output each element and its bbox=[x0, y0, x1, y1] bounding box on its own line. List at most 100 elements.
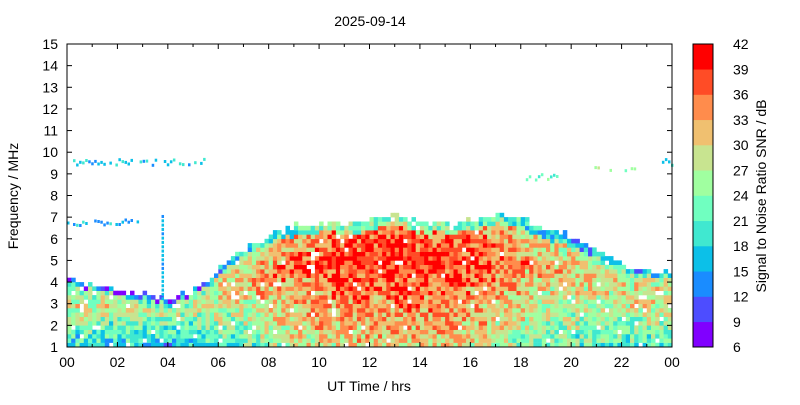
heatmap-cell bbox=[575, 260, 580, 265]
heatmap-cell bbox=[251, 243, 257, 248]
heatmap-cell bbox=[197, 334, 202, 339]
heatmap-cell bbox=[411, 256, 416, 261]
heatmap-cell bbox=[327, 260, 332, 265]
heatmap-cell bbox=[306, 282, 311, 287]
heatmap-cell bbox=[541, 230, 547, 235]
heatmap-cell bbox=[188, 308, 194, 313]
heatmap-cell bbox=[424, 286, 429, 291]
heatmap-cell bbox=[583, 243, 589, 248]
heatmap-cell bbox=[390, 286, 395, 291]
heatmap-cell bbox=[617, 299, 622, 304]
heatmap-cell bbox=[344, 312, 349, 317]
heatmap-cell bbox=[394, 251, 400, 257]
heatmap-cell bbox=[537, 334, 543, 339]
heatmap-cell bbox=[659, 299, 664, 304]
heatmap-cell bbox=[491, 269, 496, 274]
heatmap-cell bbox=[588, 342, 593, 348]
heatmap-cell bbox=[163, 303, 169, 309]
heatmap-cell bbox=[247, 303, 253, 309]
heatmap-cell bbox=[491, 217, 496, 222]
heatmap-cell bbox=[575, 251, 580, 257]
heatmap-cell bbox=[377, 290, 383, 296]
colorbar-bin bbox=[693, 321, 713, 348]
heatmap-cell bbox=[428, 282, 433, 287]
heatmap-cell bbox=[571, 325, 576, 330]
heatmap-cell bbox=[655, 273, 660, 278]
heatmap-cell bbox=[588, 295, 593, 300]
heatmap-cell bbox=[230, 260, 236, 265]
heatmap-cell bbox=[197, 325, 202, 330]
heatmap-cell bbox=[260, 303, 265, 309]
heatmap-cell bbox=[558, 334, 564, 339]
heatmap-cell bbox=[260, 325, 265, 330]
heatmap-cell bbox=[525, 325, 530, 330]
heatmap-cell bbox=[491, 273, 496, 278]
heatmap-cell bbox=[478, 316, 484, 322]
heatmap-cell bbox=[512, 308, 517, 313]
heatmap-cell bbox=[293, 238, 299, 244]
heatmap-cell bbox=[264, 243, 269, 248]
heatmap-cell bbox=[172, 334, 177, 339]
heatmap-cell bbox=[567, 312, 572, 317]
heatmap-cell bbox=[424, 234, 429, 240]
heatmap-cell bbox=[667, 273, 673, 278]
heatmap-cell bbox=[310, 338, 316, 343]
heatmap-cell bbox=[525, 342, 530, 348]
heatmap-cell bbox=[474, 303, 479, 309]
x-tick-label: 02 bbox=[110, 354, 126, 370]
heatmap-cell bbox=[327, 316, 332, 322]
heatmap-cell bbox=[356, 251, 362, 257]
heatmap-cell bbox=[482, 243, 488, 248]
heatmap-cell bbox=[100, 308, 106, 313]
heatmap-cell bbox=[130, 321, 135, 326]
heatmap-cell bbox=[386, 282, 391, 287]
heatmap-cell bbox=[125, 329, 131, 335]
heatmap-cell bbox=[113, 312, 118, 317]
heatmap-cell bbox=[554, 282, 559, 287]
heatmap-cell bbox=[117, 321, 122, 326]
heatmap-cell bbox=[306, 316, 311, 322]
heatmap-cell bbox=[352, 295, 358, 300]
heatmap-cell bbox=[554, 329, 559, 335]
heatmap-cell bbox=[651, 338, 656, 343]
heatmap-cell bbox=[377, 234, 383, 240]
heatmap-cell bbox=[365, 308, 370, 313]
heatmap-cell bbox=[440, 234, 446, 240]
heatmap-cell bbox=[554, 269, 559, 274]
heatmap-cell bbox=[558, 312, 564, 317]
heatmap-cell bbox=[478, 282, 484, 287]
heatmap-cell bbox=[571, 342, 576, 348]
heatmap-cell bbox=[176, 295, 181, 300]
heatmap-cell bbox=[436, 260, 442, 265]
heatmap-cell bbox=[172, 299, 177, 304]
heatmap-cell bbox=[247, 295, 253, 300]
heatmap-cell bbox=[512, 225, 517, 231]
heatmap-cell bbox=[567, 260, 572, 265]
heatmap-cell bbox=[398, 238, 404, 244]
heatmap-cell bbox=[407, 247, 412, 252]
heatmap-cell bbox=[634, 342, 639, 348]
heatmap-cell bbox=[268, 329, 274, 335]
heatmap-cell bbox=[176, 329, 181, 335]
heatmap-cell bbox=[247, 243, 253, 248]
heatmap-cell bbox=[75, 325, 80, 330]
heatmap-cell bbox=[525, 234, 530, 240]
heatmap-cell bbox=[512, 264, 517, 270]
heatmap-cell bbox=[407, 316, 412, 322]
heatmap-cell bbox=[529, 316, 534, 322]
heatmap-cell bbox=[415, 338, 421, 343]
heatmap-cell bbox=[226, 303, 232, 309]
heatmap-cell bbox=[319, 256, 324, 261]
heatmap-cell bbox=[529, 338, 534, 343]
heatmap-cell bbox=[293, 269, 299, 274]
heatmap-cell bbox=[306, 342, 311, 348]
heatmap-cell bbox=[260, 269, 265, 274]
heatmap-cell bbox=[306, 251, 311, 257]
sporadic-echo bbox=[127, 220, 130, 224]
heatmap-cell bbox=[394, 299, 400, 304]
heatmap-cell bbox=[100, 303, 106, 309]
heatmap-cell bbox=[554, 273, 559, 278]
heatmap-cell bbox=[546, 295, 551, 300]
sporadic-echo bbox=[540, 173, 544, 177]
heatmap-cell bbox=[499, 295, 505, 300]
